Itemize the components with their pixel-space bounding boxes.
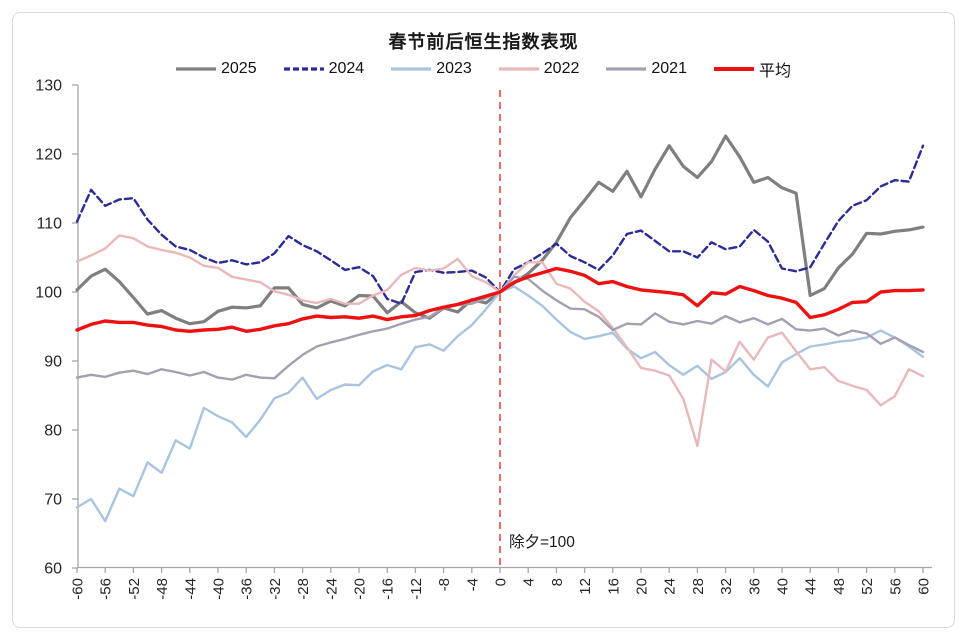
x-tick-label: 28 [690, 578, 707, 595]
chart-title: 春节前后恒生指数表现 [388, 32, 579, 52]
x-tick-label: 32 [718, 578, 735, 595]
x-tick-label: 36 [746, 578, 763, 595]
legend-label-2021: 2021 [651, 60, 687, 77]
legend-item-2022: 2022 [498, 60, 580, 78]
legend-swatch-平均 [713, 67, 754, 71]
x-tick-label: 56 [887, 578, 904, 595]
x-tick-label: -28 [295, 578, 312, 600]
x-tick-label: -32 [267, 578, 284, 600]
x-tick-label: -40 [211, 578, 228, 600]
x-tick-label: -20 [352, 578, 369, 600]
x-tick-label: -52 [126, 578, 143, 600]
x-tick-label: -8 [436, 578, 453, 591]
legend-item-2024: 2024 [283, 60, 365, 78]
x-tick-label: 24 [662, 578, 679, 595]
legend-swatch-2025 [176, 67, 216, 71]
x-tick-label: 16 [605, 578, 622, 595]
legend-label-2025: 2025 [221, 60, 257, 77]
x-tick-label: -36 [239, 578, 256, 600]
legend-swatch-2024 [283, 67, 324, 71]
legend-item-2023: 2023 [391, 60, 472, 78]
x-tick-label: 0 [493, 578, 510, 586]
x-tick-label: 52 [859, 578, 876, 595]
y-tick-label: 60 [44, 561, 62, 578]
x-tick-label: -12 [408, 578, 425, 600]
chart-card [12, 12, 955, 628]
x-tick-label: 60 [916, 578, 933, 595]
x-tick-label: 8 [549, 578, 566, 586]
legend-item-平均: 平均 [713, 57, 791, 81]
x-tick-label: -60 [70, 578, 87, 600]
reference-annotation: 除夕=100 [509, 533, 575, 551]
x-tick-label: -4 [464, 578, 481, 591]
x-tick-label: 40 [775, 578, 792, 595]
y-tick-label: 110 [36, 216, 62, 233]
x-tick-label: -48 [154, 578, 171, 600]
x-tick-label: -44 [182, 578, 199, 600]
legend-label-2023: 2023 [436, 60, 472, 77]
y-tick-label: 70 [44, 492, 62, 509]
legend-label-2022: 2022 [543, 60, 580, 77]
y-tick-label: 130 [35, 78, 62, 95]
legend-swatch-2022 [498, 67, 539, 71]
x-tick-label: 4 [521, 578, 538, 586]
legend-label-2024: 2024 [328, 60, 365, 77]
x-tick-label: -16 [380, 578, 397, 600]
y-tick-label: 90 [44, 354, 62, 371]
chart-legend: 2025 2024 2023 2022 2021 平均 [0, 57, 967, 81]
x-tick-label: -24 [323, 578, 340, 600]
legend-swatch-2023 [391, 67, 432, 71]
legend-label-平均: 平均 [758, 63, 791, 80]
y-tick-label: 80 [44, 423, 62, 440]
x-tick-label: 20 [634, 578, 651, 595]
legend-swatch-2021 [606, 67, 647, 71]
x-tick-label: 44 [803, 578, 820, 595]
legend-item-2025: 2025 [176, 60, 257, 78]
legend-item-2021: 2021 [606, 60, 687, 78]
y-tick-label: 100 [35, 285, 62, 302]
x-tick-label: 12 [577, 578, 594, 595]
x-tick-label: 48 [831, 578, 848, 595]
x-tick-label: -56 [98, 578, 115, 600]
series-line-平均 [75, 266, 925, 333]
y-tick-label: 120 [35, 147, 62, 164]
